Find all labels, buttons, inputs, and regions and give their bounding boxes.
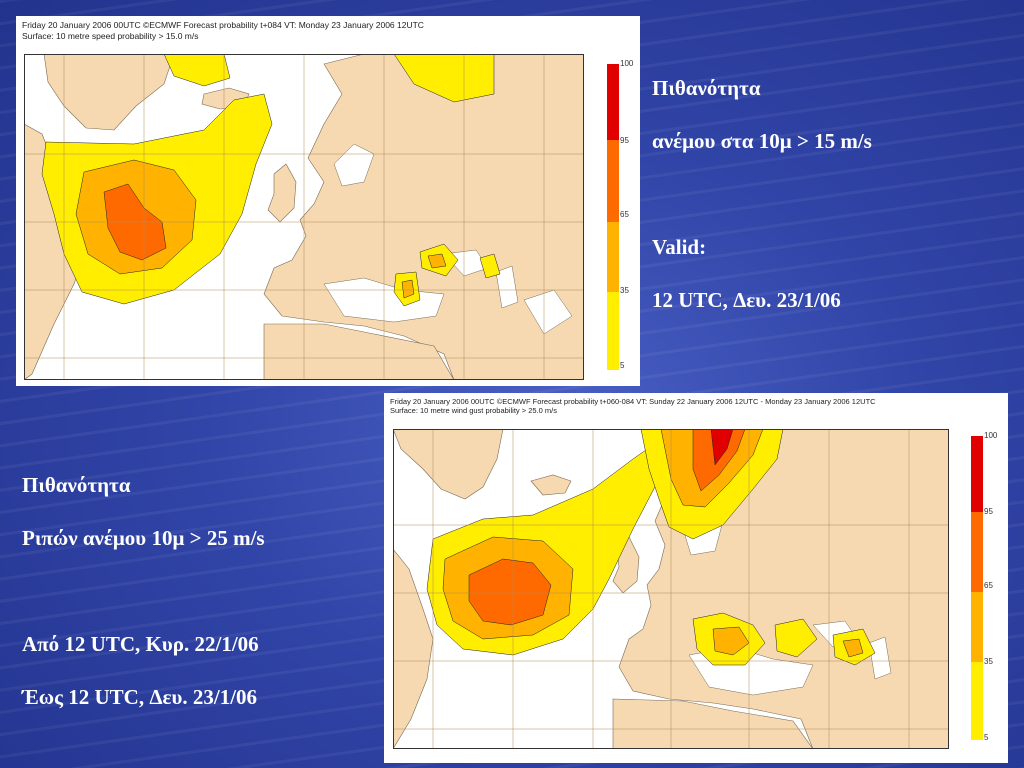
- map1-legend: [607, 64, 619, 370]
- legend-label-100: 100: [984, 431, 998, 440]
- map1-title: Friday 20 January 2006 00UTC ©ECMWF Fore…: [22, 20, 424, 30]
- map2-legend: [971, 436, 983, 740]
- legend-band-95-100: [971, 436, 983, 512]
- legend-label-100: 100: [620, 59, 634, 68]
- legend-band-35-65: [971, 592, 983, 662]
- map2-title: Friday 20 January 2006 00UTC ©ECMWF Fore…: [390, 397, 876, 406]
- right-caption-line4: 12 UTC, Δευ. 23/1/06: [652, 288, 841, 312]
- legend-band-5-35: [971, 662, 983, 740]
- left-caption-line1: Πιθανότητα: [22, 473, 131, 497]
- map1-header: Friday 20 January 2006 00UTC ©ECMWF Fore…: [22, 20, 424, 41]
- legend-label-95: 95: [620, 136, 629, 145]
- legend-label-5: 5: [620, 361, 625, 370]
- left-caption: Πιθανότητα Ριπών ανέμου 10μ > 25 m/s Από…: [22, 459, 265, 724]
- legend-band-35-65: [607, 222, 619, 292]
- legend-label-65: 65: [620, 210, 629, 219]
- map2-panel: Friday 20 January 2006 00UTC ©ECMWF Fore…: [384, 393, 1008, 763]
- legend-label-5: 5: [984, 733, 989, 742]
- legend-band-95-100: [607, 64, 619, 140]
- map1-subtitle: Surface: 10 metre speed probability > 15…: [22, 30, 199, 41]
- legend-band-65-95: [971, 512, 983, 592]
- legend-label-95: 95: [984, 507, 993, 516]
- map2-subtitle: Surface: 10 metre wind gust probability …: [390, 406, 557, 416]
- legend-band-65-95: [607, 140, 619, 222]
- map1-image: [24, 54, 584, 380]
- map2-image: [393, 429, 949, 749]
- map1-panel: Friday 20 January 2006 00UTC ©ECMWF Fore…: [16, 16, 640, 386]
- map2-header: Friday 20 January 2006 00UTC ©ECMWF Fore…: [390, 397, 876, 416]
- left-caption-line4: Έως 12 UTC, Δευ. 23/1/06: [22, 685, 258, 709]
- right-caption-line1: Πιθανότητα: [652, 76, 761, 100]
- legend-label-35: 35: [620, 286, 629, 295]
- legend-label-65: 65: [984, 581, 993, 590]
- left-caption-line2: Ριπών ανέμου 10μ > 25 m/s: [22, 526, 265, 550]
- right-caption-line3: Valid:: [652, 235, 707, 259]
- legend-label-35: 35: [984, 657, 993, 666]
- right-caption-line2: ανέμου στα 10μ > 15 m/s: [652, 129, 872, 153]
- right-caption: Πιθανότητα ανέμου στα 10μ > 15 m/s Valid…: [652, 62, 872, 327]
- left-caption-line3: Από 12 UTC, Κυρ. 22/1/06: [22, 632, 259, 656]
- legend-band-5-35: [607, 292, 619, 370]
